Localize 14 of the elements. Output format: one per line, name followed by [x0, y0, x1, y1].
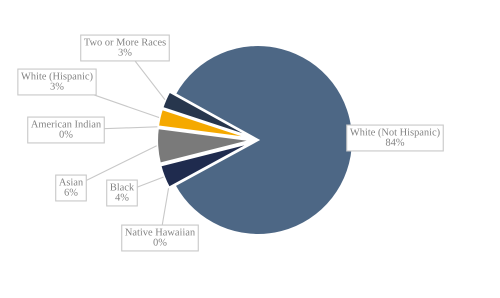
text: 0%	[59, 130, 73, 138]
slice-label: White (Not Hispanic)	[350, 128, 440, 138]
slice-label: Asian	[58, 178, 83, 186]
slice-label: Two or More Races	[84, 38, 166, 46]
data-label: 4%	[115, 194, 129, 201]
slice-label: White (Hispanic)	[21, 72, 93, 82]
data-label: 3%	[118, 48, 132, 56]
slice-label: Black	[110, 183, 134, 191]
data-label: 3%	[50, 82, 64, 90]
data-label: 84%	[386, 138, 404, 146]
text: 0%	[153, 238, 167, 246]
category-label: American Indian	[30, 120, 101, 128]
data-label: 6%	[64, 188, 78, 196]
category-label: Native Hawaiian	[125, 228, 195, 236]
